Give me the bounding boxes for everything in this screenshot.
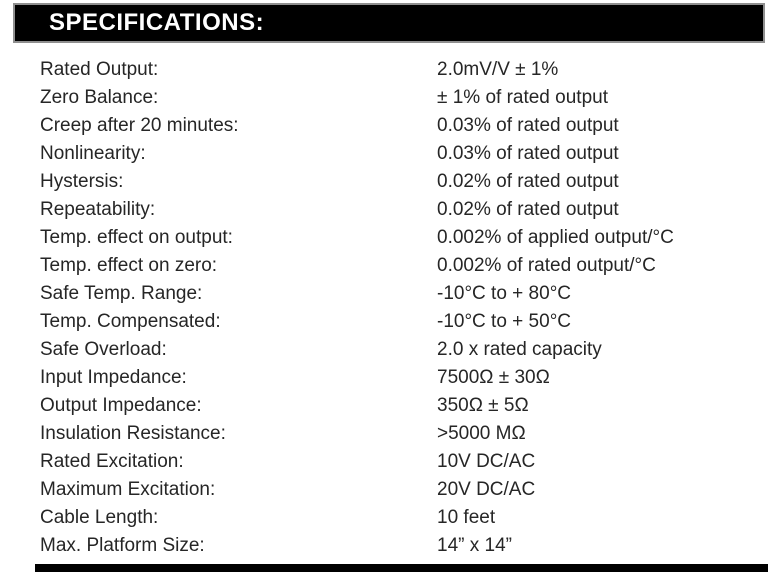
spec-label: Temp. effect on output:	[40, 227, 233, 248]
spec-label: Output Impedance:	[40, 395, 202, 416]
spec-row: Temp. effect on output: 0.002% of applie…	[40, 224, 771, 252]
spec-value: 0.002% of applied output/°C	[437, 227, 674, 248]
spec-row: Output Impedance: 350Ω ± 5Ω	[40, 392, 771, 420]
spec-label: Hystersis:	[40, 171, 124, 192]
spec-value: -10°C to + 50°C	[437, 311, 572, 332]
spec-label: Input Impedance:	[40, 367, 187, 388]
spec-label: Temp. effect on zero:	[40, 255, 218, 276]
spec-value: >5000 MΩ	[437, 423, 526, 444]
specifications-title: SPECIFICATIONS:	[49, 9, 265, 36]
spec-value: 14” x 14”	[437, 535, 512, 556]
spec-row: Temp. Compensated: -10°C to + 50°C	[40, 308, 771, 336]
bottom-rule	[35, 564, 768, 572]
spec-label: Cable Length:	[40, 507, 159, 528]
spec-row: Repeatability: 0.02% of rated output	[40, 196, 771, 224]
spec-row: Maximum Excitation: 20V DC/AC	[40, 476, 771, 504]
spec-label: Zero Balance:	[40, 87, 159, 108]
spec-value: 350Ω ± 5Ω	[437, 395, 529, 416]
spec-value: 10 feet	[437, 507, 496, 528]
spec-value: ± 1% of rated output	[437, 87, 608, 108]
spec-row: Rated Excitation: 10V DC/AC	[40, 448, 771, 476]
spec-row: Zero Balance: ± 1% of rated output	[40, 84, 771, 112]
spec-row: Insulation Resistance: >5000 MΩ	[40, 420, 771, 448]
spec-row: Creep after 20 minutes: 0.03% of rated o…	[40, 112, 771, 140]
spec-row: Rated Output: 2.0mV/V ± 1%	[40, 56, 771, 84]
specifications-header-bar: SPECIFICATIONS:	[13, 3, 765, 43]
spec-label: Safe Temp. Range:	[40, 283, 203, 304]
spec-label: Rated Output:	[40, 59, 159, 80]
spec-row: Cable Length: 10 feet	[40, 504, 771, 532]
spec-rows: Rated Output: 2.0mV/V ± 1% Zero Balance:…	[40, 56, 771, 560]
spec-row: Safe Temp. Range: -10°C to + 80°C	[40, 280, 771, 308]
spec-label: Maximum Excitation:	[40, 479, 216, 500]
spec-label: Repeatability:	[40, 199, 156, 220]
spec-value: 0.002% of rated output/°C	[437, 255, 656, 276]
spec-value: 0.02% of rated output	[437, 171, 619, 192]
spec-label: Nonlinearity:	[40, 143, 146, 164]
spec-row: Max. Platform Size: 14” x 14”	[40, 532, 771, 560]
spec-label: Safe Overload:	[40, 339, 167, 360]
spec-label: Max. Platform Size:	[40, 535, 205, 556]
spec-value: 0.03% of rated output	[437, 115, 619, 136]
spec-value: 10V DC/AC	[437, 451, 536, 472]
spec-row: Safe Overload: 2.0 x rated capacity	[40, 336, 771, 364]
spec-row: Hystersis: 0.02% of rated output	[40, 168, 771, 196]
spec-value: 20V DC/AC	[437, 479, 536, 500]
spec-label: Rated Excitation:	[40, 451, 184, 472]
spec-row: Input Impedance: 7500Ω ± 30Ω	[40, 364, 771, 392]
spec-value: 2.0mV/V ± 1%	[437, 59, 559, 80]
spec-label: Creep after 20 minutes:	[40, 115, 239, 136]
spec-value: -10°C to + 80°C	[437, 283, 572, 304]
spec-value: 2.0 x rated capacity	[437, 339, 602, 360]
spec-row: Temp. effect on zero: 0.002% of rated ou…	[40, 252, 771, 280]
spec-value: 0.02% of rated output	[437, 199, 619, 220]
spec-value: 7500Ω ± 30Ω	[437, 367, 550, 388]
spec-value: 0.03% of rated output	[437, 143, 619, 164]
spec-label: Temp. Compensated:	[40, 311, 221, 332]
spec-label: Insulation Resistance:	[40, 423, 226, 444]
spec-row: Nonlinearity: 0.03% of rated output	[40, 140, 771, 168]
